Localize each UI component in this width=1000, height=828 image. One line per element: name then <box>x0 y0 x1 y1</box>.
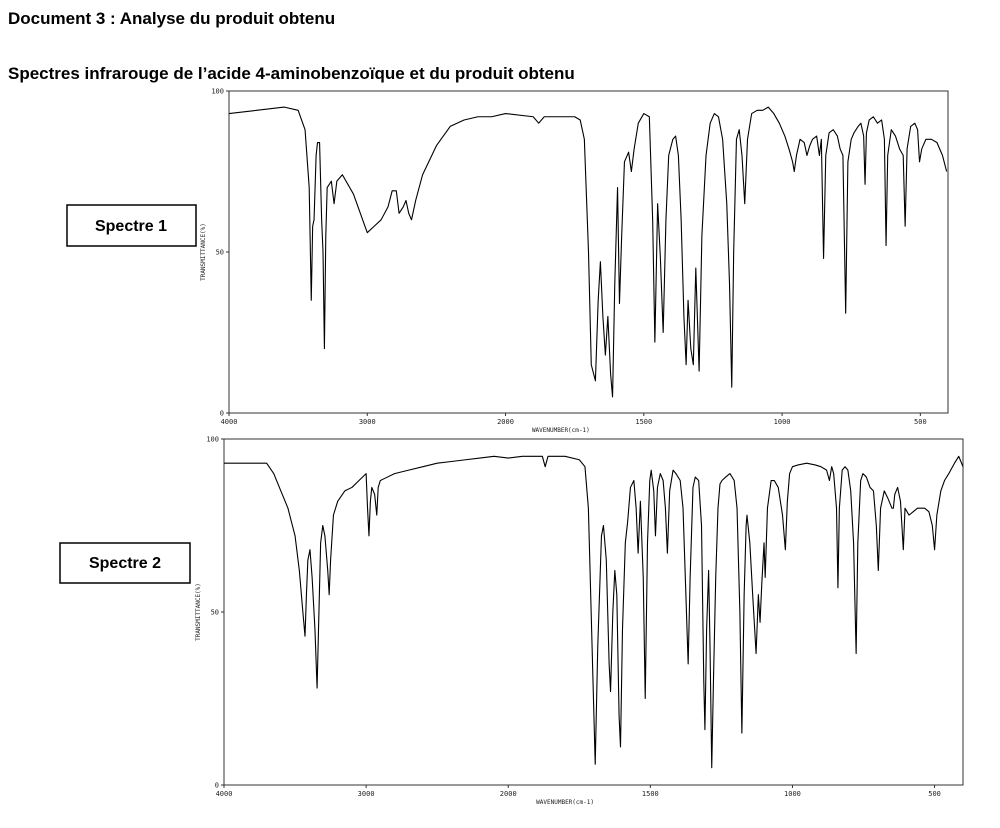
y-tick-label: 0 <box>215 782 219 790</box>
y-tick-label: 100 <box>206 436 219 444</box>
y-axis-label: TRANSMITTANCE(%) <box>200 223 207 281</box>
y-tick-label: 50 <box>211 609 219 617</box>
spectrum-label: Spectre 1 <box>95 218 167 235</box>
x-tick-label: 500 <box>914 418 927 426</box>
x-tick-label: 4000 <box>216 790 233 798</box>
y-tick-label: 0 <box>220 410 224 418</box>
x-tick-label: 3000 <box>359 418 376 426</box>
x-axis-label: WAVENUMBER(cm-1) <box>532 427 590 434</box>
document-subtitle: Spectres infrarouge de l’acide 4-aminobe… <box>8 64 575 83</box>
x-tick-label: 2000 <box>497 418 514 426</box>
x-tick-label: 1500 <box>635 418 652 426</box>
label-box <box>59 542 191 584</box>
x-tick-label: 4000 <box>221 418 238 426</box>
y-axis-label: TRANSMITTANCE(%) <box>195 583 202 641</box>
x-tick-label: 1000 <box>774 418 791 426</box>
y-tick-label: 50 <box>216 249 224 257</box>
x-axis-label: WAVENUMBER(cm-1) <box>536 799 594 806</box>
plot-frame <box>223 438 964 786</box>
spectrum-label: Spectre 2 <box>89 555 161 572</box>
x-tick-label: 1000 <box>784 790 801 798</box>
label-box <box>66 204 197 247</box>
spectrum-line <box>224 455 964 769</box>
y-tick-label: 100 <box>211 88 224 96</box>
x-tick-label: 1500 <box>642 790 659 798</box>
x-tick-label: 2000 <box>500 790 517 798</box>
document-title: Document 3 : Analyse du produit obtenu <box>8 9 335 28</box>
x-tick-label: 500 <box>928 790 941 798</box>
spectrum-line <box>228 106 948 398</box>
x-tick-label: 3000 <box>358 790 375 798</box>
